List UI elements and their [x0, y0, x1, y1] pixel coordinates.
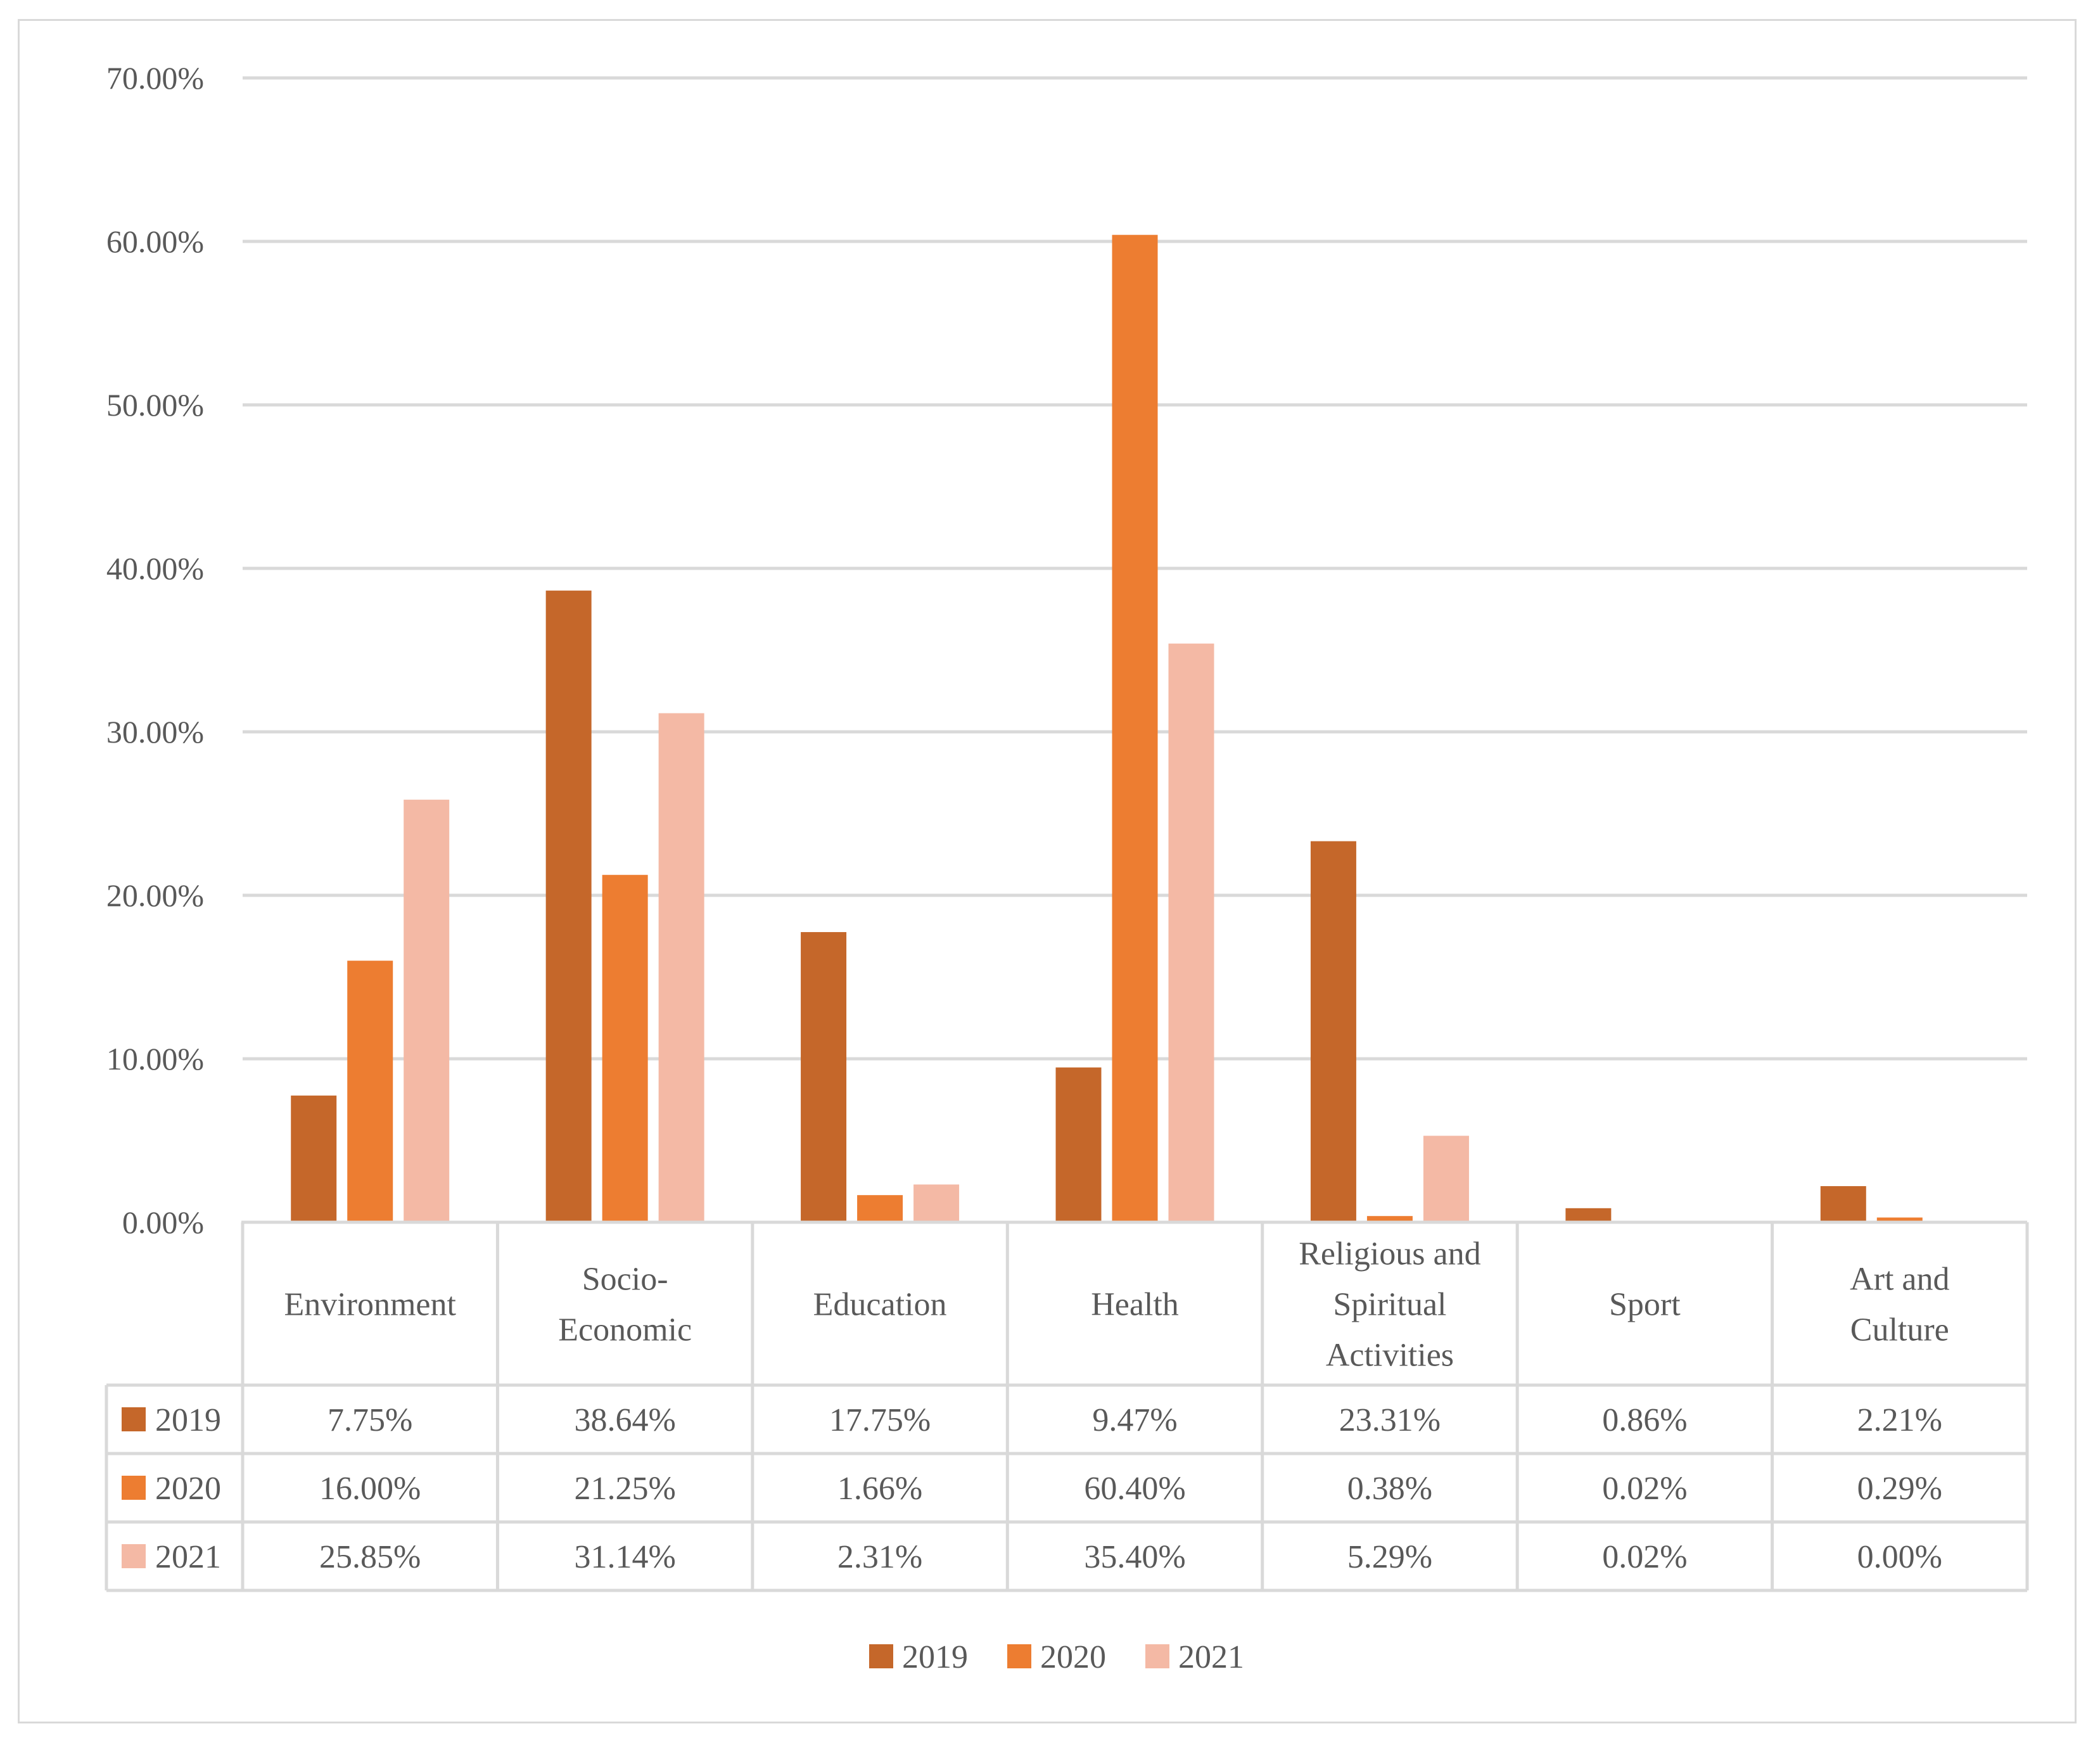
data-label: 0.02% [1602, 1539, 1687, 1575]
bar-2019-0 [291, 1096, 337, 1222]
data-label: 0.02% [1602, 1471, 1687, 1507]
bars [291, 234, 1923, 1223]
bar-2020-0 [347, 961, 393, 1222]
legend-label-2021: 2021 [1178, 1639, 1244, 1675]
data-label: 1.66% [837, 1471, 922, 1507]
y-tick-label: 20.00% [106, 878, 204, 913]
data-label: 25.85% [319, 1539, 421, 1575]
data-label: 16.00% [319, 1471, 421, 1507]
legend-label-2020: 2020 [1040, 1639, 1106, 1675]
y-tick-label: 50.00% [106, 387, 204, 423]
data-label: 0.00% [1857, 1539, 1942, 1575]
bar-2021-4 [1423, 1135, 1469, 1222]
y-tick-label: 30.00% [106, 714, 204, 750]
data-label: 2.31% [837, 1539, 922, 1575]
y-tick-label: 40.00% [106, 551, 204, 586]
data-table: Environment Socio- Economic Education Health… [105, 1220, 2029, 1592]
data-label: 31.14% [574, 1539, 675, 1575]
legend-swatch-2021 [1145, 1644, 1169, 1668]
data-label: 5.29% [1347, 1539, 1432, 1575]
legend-label-2019: 2019 [902, 1639, 968, 1675]
data-label: 9.47% [1092, 1402, 1177, 1438]
legend-swatch-2020 [1007, 1644, 1031, 1668]
legend-key-2019 [122, 1407, 146, 1431]
x-tick-label: Spiritual [1333, 1287, 1446, 1323]
bar-2021-3 [1168, 643, 1214, 1222]
bar-2021-0 [404, 800, 450, 1222]
bar-2020-1 [602, 874, 648, 1222]
series-name-2021: 2021 [155, 1539, 221, 1575]
legend-key-2021 [122, 1544, 146, 1568]
y-axis: 0.00% 10.00% 20.00% 30.00% 40.00% 50.00% 60.00… [106, 60, 204, 1240]
data-label: 0.29% [1857, 1471, 1942, 1507]
x-tick-label: Education [813, 1287, 947, 1323]
bar-2019-6 [1820, 1186, 1866, 1222]
data-label: 0.86% [1602, 1402, 1687, 1438]
y-tick-label: 0.00% [122, 1205, 204, 1240]
x-tick-label: Sport [1609, 1287, 1681, 1323]
y-tick-label: 70.00% [106, 60, 204, 96]
bar-2020-3 [1112, 234, 1158, 1223]
data-label: 60.40% [1084, 1471, 1185, 1507]
legend-key-2020 [122, 1476, 146, 1500]
chart-frame [18, 19, 2077, 1723]
series-name-2019: 2019 [155, 1402, 221, 1438]
bar-2020-2 [857, 1195, 903, 1222]
data-label: 17.75% [829, 1402, 931, 1438]
x-tick-label: Health [1091, 1287, 1179, 1323]
data-label: 38.64% [574, 1402, 675, 1438]
data-label: 23.31% [1339, 1402, 1441, 1438]
x-tick-label: Culture [1850, 1312, 1949, 1348]
legend: 2019 2020 2021 [869, 1639, 1244, 1675]
x-tick-label: Socio- [582, 1262, 668, 1298]
data-label: 7.75% [328, 1402, 412, 1438]
x-tick-label: Activities [1326, 1338, 1454, 1374]
y-tick-label: 10.00% [106, 1041, 204, 1077]
bar-2019-3 [1055, 1067, 1102, 1222]
bar-2021-2 [913, 1184, 960, 1222]
data-label: 21.25% [574, 1471, 675, 1507]
bar-2019-1 [545, 591, 592, 1222]
series-name-2020: 2020 [155, 1471, 221, 1507]
x-tick-label: Economic [558, 1312, 692, 1348]
bar-2019-2 [801, 932, 847, 1222]
y-tick-label: 60.00% [106, 224, 204, 259]
bar-2019-4 [1310, 841, 1356, 1222]
x-tick-label: Art and [1850, 1262, 1949, 1298]
bar-2019-5 [1565, 1208, 1612, 1222]
data-label: 2.21% [1857, 1402, 1942, 1438]
bar-2020-6 [1876, 1217, 1923, 1222]
bar-2021-1 [658, 713, 704, 1222]
x-tick-label: Religious and [1299, 1236, 1480, 1272]
data-label: 0.38% [1347, 1471, 1432, 1507]
legend-swatch-2019 [869, 1644, 893, 1668]
x-tick-label: Environment [284, 1287, 456, 1323]
bar-2020-4 [1366, 1216, 1413, 1222]
data-label: 35.40% [1084, 1539, 1185, 1575]
